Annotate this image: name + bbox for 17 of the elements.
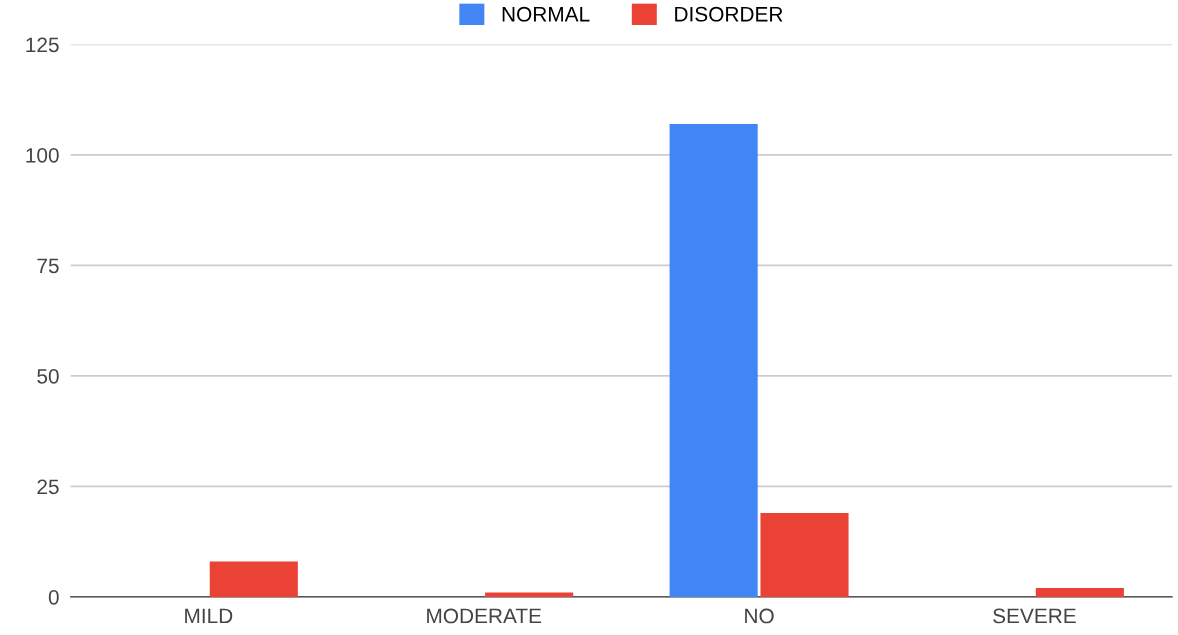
y-tick-label: 0 (48, 589, 59, 605)
legend-label: NORMAL (502, 6, 590, 22)
bar (760, 512, 849, 597)
legend-label: DISORDER (675, 6, 783, 22)
y-tick-label: 125 (26, 37, 59, 53)
x-tick-label: NO (745, 608, 774, 624)
bar (485, 592, 574, 597)
bar (209, 561, 298, 597)
y-tick-label: 75 (37, 258, 59, 274)
y-tick-label: 50 (37, 368, 59, 384)
y-tick-label: 25 (37, 479, 59, 495)
y-tick-label: 100 (26, 147, 59, 163)
bar (669, 124, 758, 597)
x-tick-label: MODERATE (427, 608, 542, 624)
bar (1035, 588, 1124, 597)
x-tick-label: MILD (185, 608, 233, 624)
x-tick-label: SEVERE (993, 608, 1076, 624)
